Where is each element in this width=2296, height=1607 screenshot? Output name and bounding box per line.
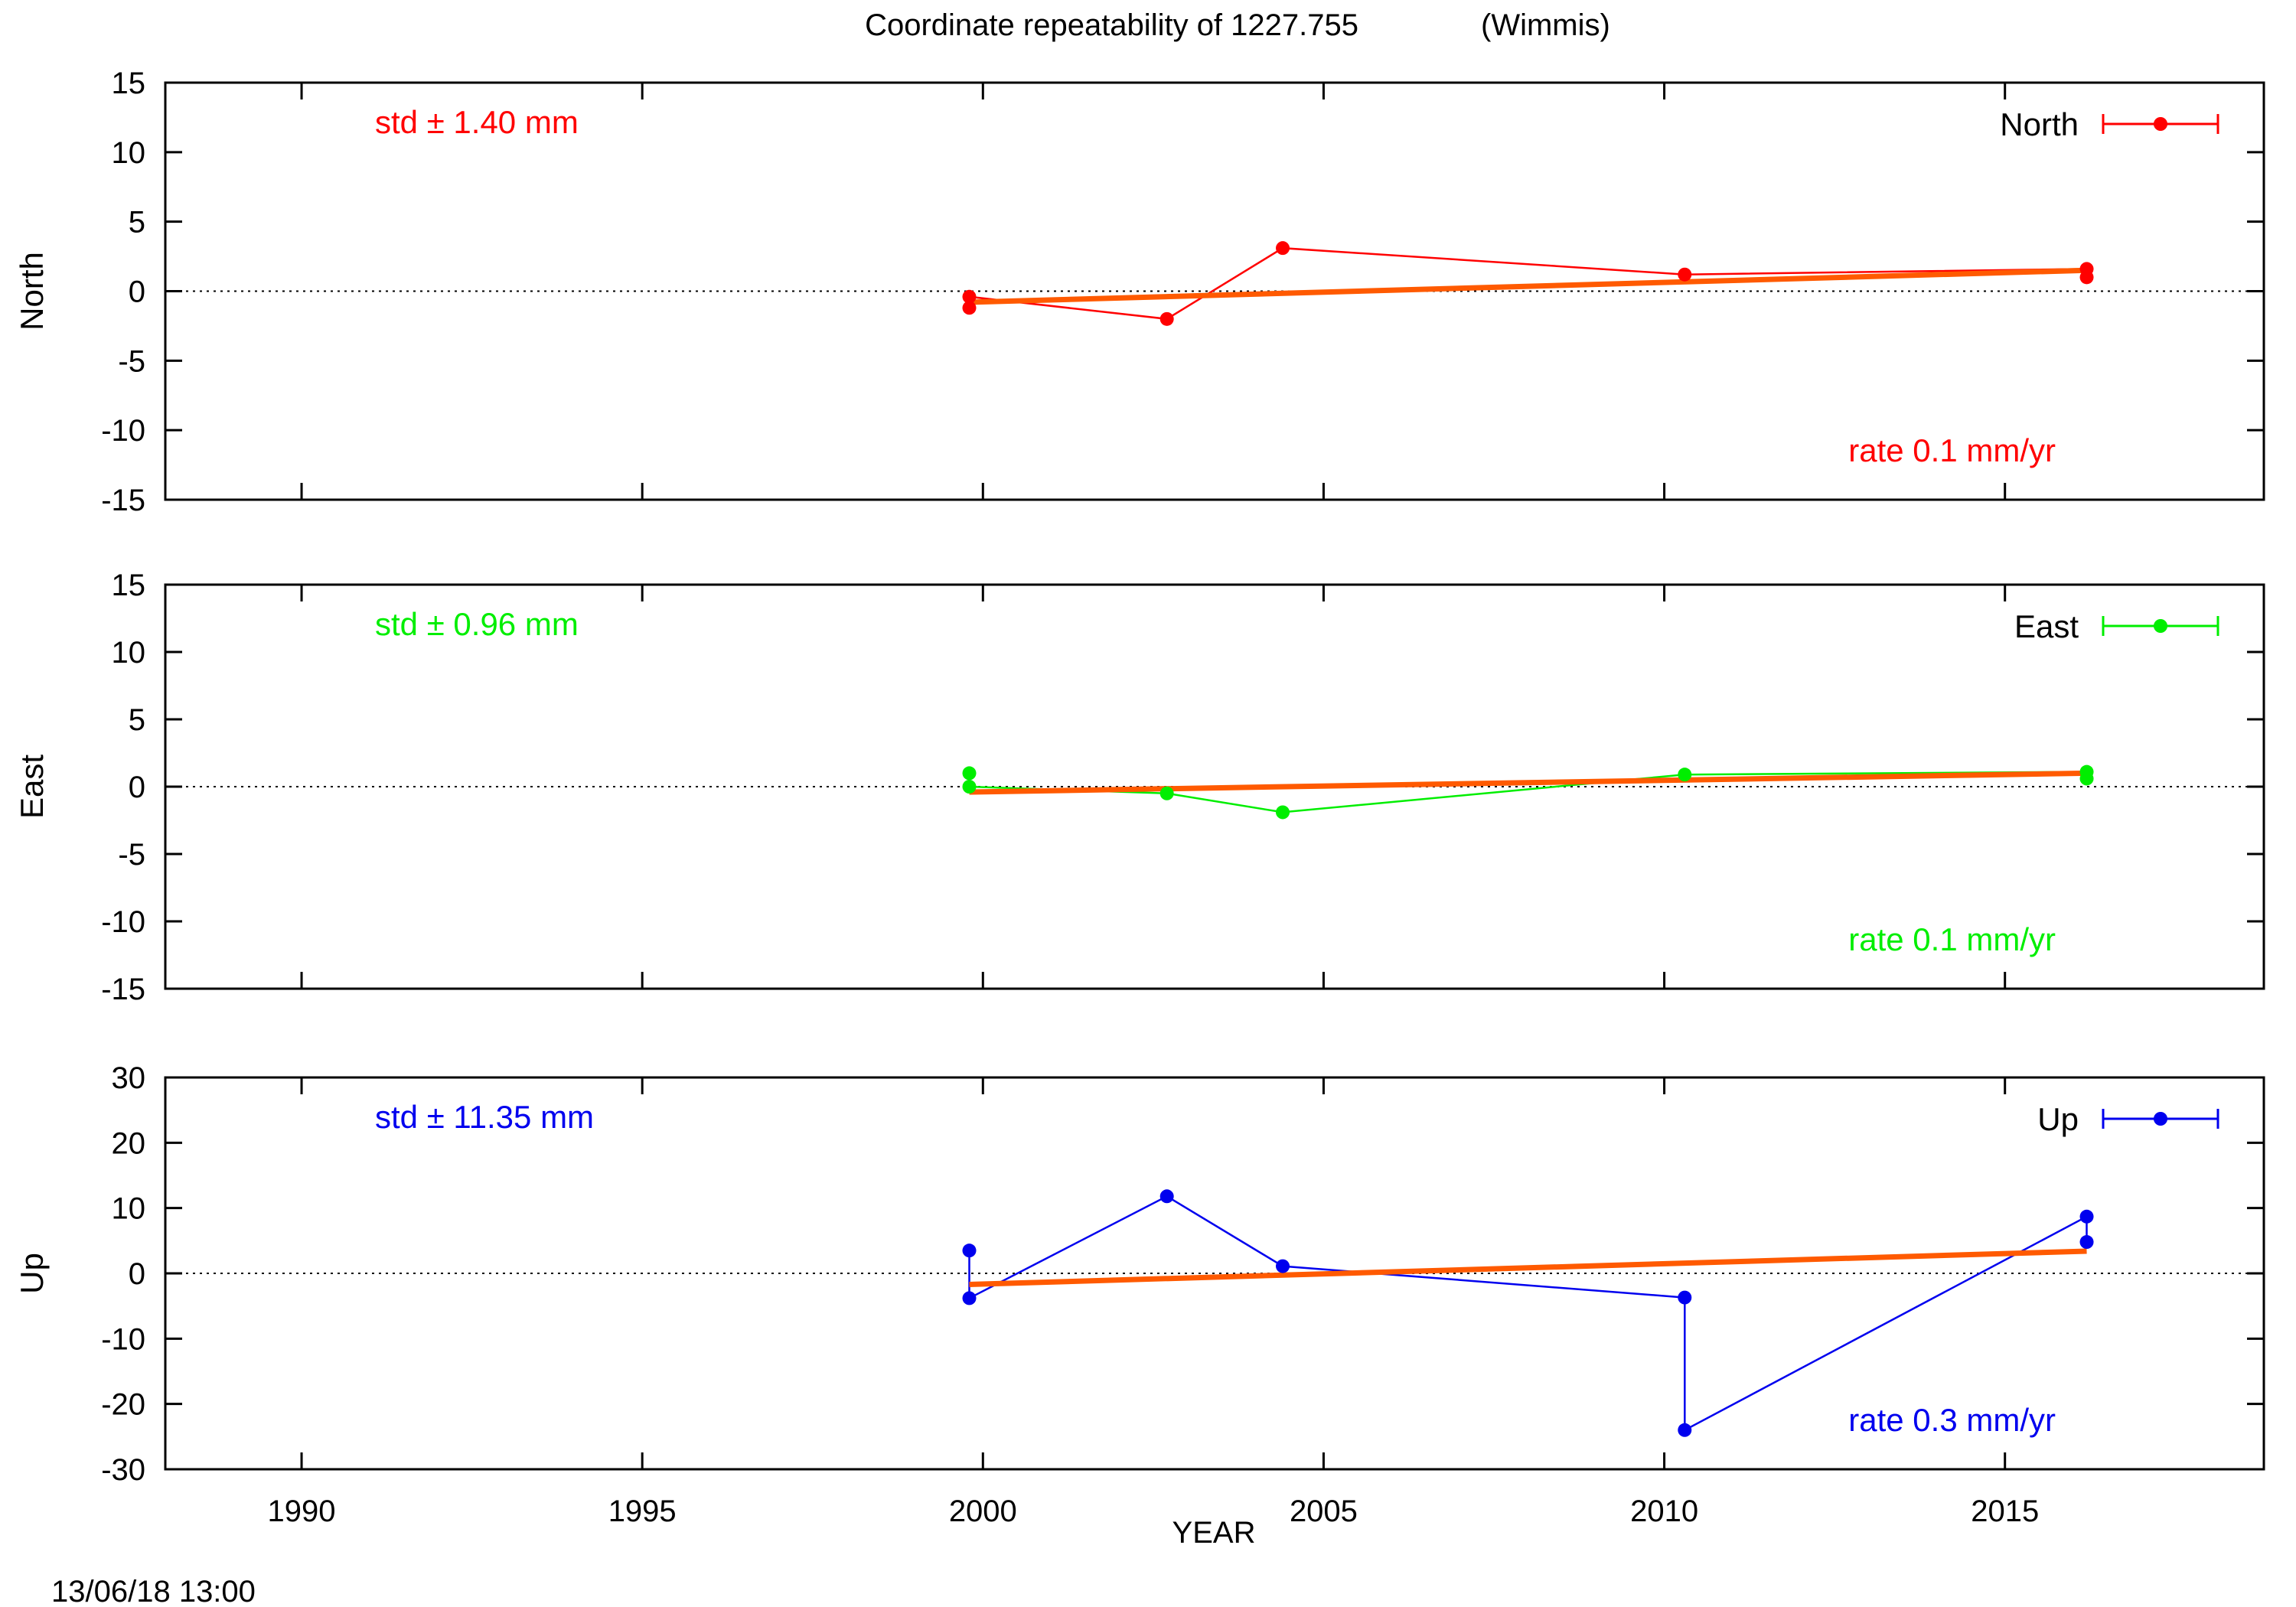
x-tick-label: 2005	[1290, 1495, 1358, 1528]
x-tick-label: 1995	[608, 1495, 677, 1528]
east-std-annotation: std ± 0.96 mm	[375, 606, 579, 642]
east-legend-marker	[2154, 619, 2167, 633]
north-series-line	[968, 246, 2088, 321]
up-y-tick-label: -10	[101, 1322, 145, 1356]
north-std-annotation: std ± 1.40 mm	[375, 104, 579, 140]
up-y-tick-label: -20	[101, 1388, 145, 1422]
east-data-point	[962, 766, 977, 781]
up-data-point	[962, 1244, 977, 1258]
east-trend-line	[969, 770, 2087, 795]
up-data-point	[2079, 1235, 2094, 1250]
timestamp: 13/06/18 13:00	[51, 1575, 256, 1607]
north-y-tick-label: 5	[129, 206, 145, 240]
east-data-point	[2079, 771, 2094, 786]
x-tick-label: 1990	[268, 1495, 336, 1528]
north-data-point	[1159, 311, 1174, 326]
chart-title: Coordinate repeatability of 1227.755	[865, 8, 1358, 42]
north-trend-line	[969, 267, 2087, 305]
up-data-point	[1678, 1290, 1692, 1305]
up-y-axis-label: Up	[14, 1253, 50, 1294]
north-data-point	[2079, 270, 2094, 285]
up-y-tick-label: 20	[112, 1126, 146, 1160]
north-y-tick-label: 15	[112, 67, 146, 100]
up-std-annotation: std ± 11.35 mm	[375, 1099, 594, 1135]
chart-subtitle: (Wimmis)	[1481, 8, 1610, 42]
up-legend-label: Up	[2037, 1101, 2079, 1137]
x-tick-label: 2010	[1630, 1495, 1698, 1528]
east-y-tick-label: 15	[112, 569, 146, 602]
x-axis-label: YEAR	[1172, 1516, 1256, 1550]
north-data-point	[962, 289, 977, 304]
up-data-point	[1678, 1423, 1692, 1437]
up-data-point	[1159, 1189, 1174, 1204]
north-y-tick-label: -15	[101, 484, 145, 517]
east-data-point	[1276, 805, 1290, 820]
north-legend-label: North	[2000, 106, 2079, 142]
north-y-tick-label: -5	[118, 344, 145, 378]
up-data-point	[2079, 1209, 2094, 1224]
up-series-line	[968, 1195, 2088, 1432]
north-data-point	[962, 301, 977, 315]
up-data-point	[1276, 1259, 1290, 1273]
up-legend-marker	[2154, 1112, 2167, 1126]
east-y-tick-label: 5	[129, 703, 145, 737]
east-y-tick-label: 10	[112, 636, 146, 670]
east-y-tick-label: -15	[101, 973, 145, 1006]
east-data-point	[1678, 768, 1692, 782]
up-y-tick-label: 10	[112, 1192, 146, 1226]
east-data-point	[962, 780, 977, 794]
east-legend-label: East	[2014, 608, 2079, 644]
up-y-tick-label: -30	[101, 1453, 145, 1487]
north-data-point	[1276, 241, 1290, 256]
east-data-point	[1159, 786, 1174, 800]
north-y-tick-label: -10	[101, 414, 145, 448]
up-y-tick-label: 0	[129, 1257, 145, 1291]
north-legend-marker	[2154, 117, 2167, 131]
east-y-tick-label: 0	[129, 771, 145, 804]
north-y-tick-label: 0	[129, 275, 145, 309]
east-y-tick-label: -10	[101, 905, 145, 939]
east-y-axis-label: East	[14, 755, 50, 819]
x-tick-label: 2015	[1971, 1495, 2039, 1528]
north-y-tick-label: 10	[112, 136, 146, 170]
east-rate-annotation: rate 0.1 mm/yr	[1848, 921, 2056, 957]
up-y-tick-label: 30	[112, 1061, 146, 1095]
north-data-point	[1678, 267, 1692, 282]
up-rate-annotation: rate 0.3 mm/yr	[1848, 1402, 2056, 1438]
up-trend-line	[969, 1248, 2087, 1288]
north-y-axis-label: North	[14, 252, 50, 331]
up-data-point	[962, 1291, 977, 1305]
x-tick-label: 2000	[949, 1495, 1017, 1528]
north-rate-annotation: rate 0.1 mm/yr	[1848, 432, 2056, 468]
east-y-tick-label: -5	[118, 838, 145, 872]
